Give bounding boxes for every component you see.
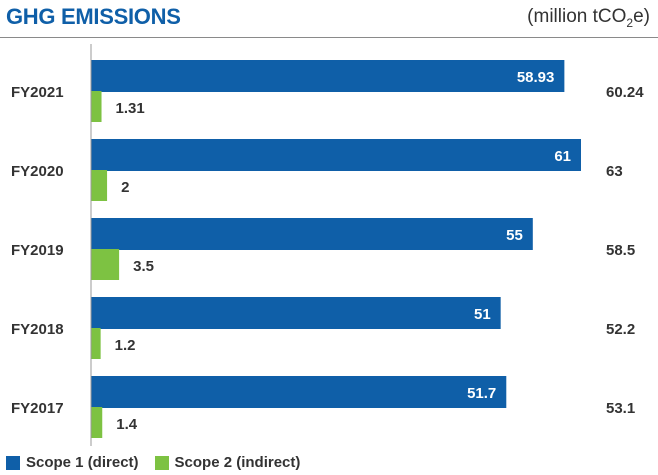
value-label-scope-2-fy2021: 1.31: [116, 100, 145, 117]
unit-prefix: (million tCO: [527, 6, 627, 27]
bar-scope-2-fy2021: [91, 91, 102, 122]
bar-scope-2-fy2017: [91, 407, 103, 438]
value-label-scope-2-fy2019: 3.5: [133, 258, 154, 275]
title-divider: [0, 37, 658, 38]
emissions-bar-chart: FY2021 58.93 1.31 60.24 FY2020 61 2 63 FY2019 55 3…: [11, 44, 644, 446]
total-label-fy2017: 53.1: [606, 400, 635, 417]
total-label-fy2020: 63: [606, 163, 623, 180]
bar-scope-2-fy2019: [91, 249, 120, 280]
bar-scope-1-fy2021: [91, 60, 565, 92]
unit-label: (million tCO2e): [527, 6, 650, 30]
value-label-scope-2-fy2020: 2: [121, 179, 129, 196]
bar-scope-1-fy2017: [91, 376, 507, 408]
legend-item-scope-2: Scope 2 (indirect): [154, 454, 301, 471]
bar-scope-1-fy2018: [91, 297, 501, 329]
legend-label-scope-2: Scope 2 (indirect): [174, 454, 301, 471]
unit-suffix: e): [633, 6, 650, 27]
legend: Scope 1 (direct) Scope 2 (indirect): [6, 454, 316, 471]
value-label-scope-1-fy2019: 55: [506, 227, 523, 244]
total-label-fy2019: 58.5: [606, 242, 635, 259]
legend-item-scope-1: Scope 1 (direct): [6, 454, 139, 471]
legend-swatch-scope-1: [6, 455, 20, 470]
category-label-fy2021: FY2021: [11, 84, 64, 101]
unit-subscript: 2: [626, 15, 634, 30]
value-label-scope-1-fy2017: 51.7: [467, 385, 496, 402]
bar-scope-2-fy2020: [91, 170, 108, 201]
chart-title: GHG EMISSIONS: [6, 4, 181, 29]
value-label-scope-1-fy2021: 58.93: [517, 69, 555, 86]
total-label-fy2018: 52.2: [606, 321, 635, 338]
bar-scope-1-fy2020: [91, 139, 581, 171]
value-label-scope-1-fy2018: 51: [474, 306, 491, 323]
bar-scope-1-fy2019: [91, 218, 533, 250]
category-label-fy2020: FY2020: [11, 163, 64, 180]
legend-swatch-scope-2: [154, 455, 169, 470]
category-label-fy2018: FY2018: [11, 321, 64, 338]
legend-label-scope-1: Scope 1 (direct): [26, 454, 139, 471]
value-label-scope-2-fy2017: 1.4: [116, 416, 138, 433]
value-label-scope-2-fy2018: 1.2: [115, 337, 136, 354]
category-label-fy2019: FY2019: [11, 242, 64, 259]
total-label-fy2021: 60.24: [606, 84, 644, 101]
bar-scope-2-fy2018: [91, 328, 101, 359]
category-label-fy2017: FY2017: [11, 400, 64, 417]
value-label-scope-1-fy2020: 61: [554, 148, 571, 165]
